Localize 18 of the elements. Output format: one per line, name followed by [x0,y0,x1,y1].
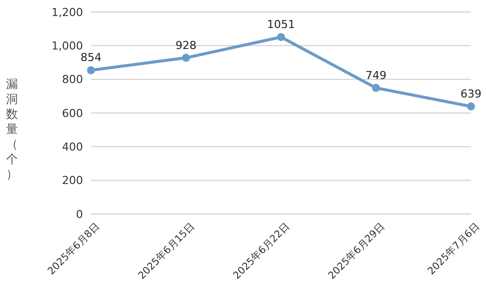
point [277,33,285,42]
data-label: 928 [176,38,196,52]
data-label: 1051 [267,18,295,32]
point [182,54,190,62]
y-tick-label: 400 [62,140,83,154]
y-tick-label: 0 [76,208,83,221]
y-axis-title: 漏洞数量（个） [6,77,18,181]
y-tick-label: 800 [62,73,83,86]
point [372,84,380,92]
y-tick-label: 1,200 [52,6,83,19]
y-tick-label: 1,000 [52,40,83,53]
data-label: 639 [460,87,482,100]
point [87,66,95,74]
y-tick-label: 200 [62,174,83,188]
data-label: 749 [366,68,386,82]
y-tick-label: 600 [62,106,83,120]
data-label: 854 [80,51,102,64]
point [467,102,475,110]
